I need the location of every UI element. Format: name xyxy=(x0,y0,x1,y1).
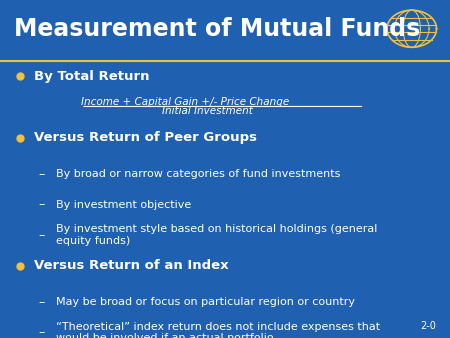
Text: –: – xyxy=(38,168,45,181)
Text: Versus Return of an Index: Versus Return of an Index xyxy=(34,259,228,272)
Text: Measurement of Mutual Funds: Measurement of Mutual Funds xyxy=(14,17,420,41)
Text: By investment objective: By investment objective xyxy=(56,200,192,210)
Text: –: – xyxy=(38,198,45,211)
Text: –: – xyxy=(38,229,45,242)
Text: By broad or narrow categories of fund investments: By broad or narrow categories of fund in… xyxy=(56,169,341,179)
Text: May be broad or focus on particular region or country: May be broad or focus on particular regi… xyxy=(56,297,355,307)
Text: Initial Investment: Initial Investment xyxy=(162,106,253,116)
Text: Income + Capital Gain +/- Price Change: Income + Capital Gain +/- Price Change xyxy=(81,97,289,107)
Text: –: – xyxy=(38,326,45,338)
Text: Versus Return of Peer Groups: Versus Return of Peer Groups xyxy=(34,131,257,144)
Text: 2-0: 2-0 xyxy=(421,321,436,331)
Text: By investment style based on historical holdings (general
equity funds): By investment style based on historical … xyxy=(56,224,378,246)
Text: By Total Return: By Total Return xyxy=(34,70,149,82)
Text: “Theoretical” index return does not include expenses that
would be involved if a: “Theoretical” index return does not incl… xyxy=(56,322,380,338)
Text: –: – xyxy=(38,296,45,309)
